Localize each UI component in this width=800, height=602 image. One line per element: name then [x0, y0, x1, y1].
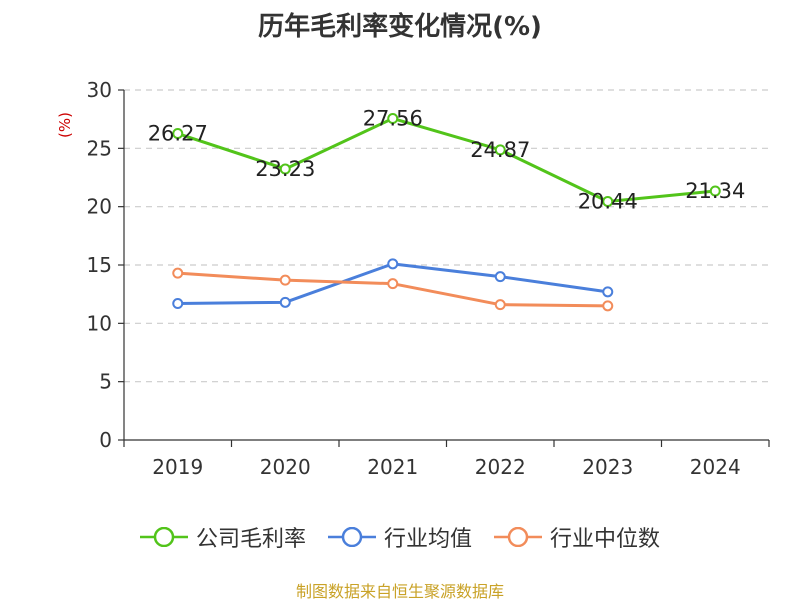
data-point-2-0: [172, 267, 184, 279]
data-point-2-2: [387, 278, 399, 290]
legend: 公司毛利率 行业均值 行业中位数: [0, 520, 800, 554]
x-tick-label-2022: 2022: [475, 455, 526, 479]
x-tick-label-2021: 2021: [367, 455, 418, 479]
line-chart: 0 5 10 15 20 25 30 2019 2020 2021 2022 2023 2024 (%)…: [56, 78, 770, 479]
data-point-0-0: [172, 128, 184, 140]
y-tick-label-15: 15: [87, 253, 112, 277]
series-2: [172, 267, 614, 312]
x-tick-label-2019: 2019: [152, 455, 203, 479]
data-point-1-0: [172, 298, 184, 309]
y-tick-label-20: 20: [87, 195, 112, 219]
y-axis-label: (%): [56, 112, 74, 138]
data-point-1-3: [494, 271, 506, 283]
legend-swatch-0: [139, 527, 188, 547]
data-point-1-1: [279, 296, 291, 308]
tick-labels: 0 5 10 15 20 25 30 2019 2020 2021 2022 2023 2024: [87, 78, 741, 479]
legend-item-1[interactable]: 行业均值: [327, 521, 472, 553]
series-line-2: [177, 271, 608, 308]
legend-swatch-1: [327, 527, 376, 547]
data-label-0-3: 24.87: [470, 138, 530, 162]
x-tick-label-2023: 2023: [582, 455, 633, 479]
x-tick-label-2024: 2024: [690, 455, 741, 479]
data-label-0-4: 20.44: [578, 190, 638, 214]
data-label-0-2: 27.56: [363, 106, 423, 130]
data-label-0-0: 26.27: [148, 122, 208, 146]
data-label-0-5: 21.34: [685, 179, 745, 203]
series-group: 26.27 23.23 27.56 24.87 20.44 21.34: [148, 106, 746, 312]
legend-label-2: 行业中位数: [550, 527, 661, 552]
data-point-2-1: [279, 274, 291, 286]
data-point-2-4: [602, 300, 614, 312]
legend-item-2[interactable]: 行业中位数: [494, 521, 660, 553]
gridlines: [124, 89, 769, 383]
data-point-0-5: [709, 185, 721, 197]
data-point-0-3: [494, 144, 506, 156]
legend-label-0: 公司毛利率: [195, 527, 306, 552]
legend-label-1: 行业均值: [383, 527, 472, 552]
series-1: [172, 258, 614, 309]
y-tick-label-0: 0: [99, 428, 112, 452]
axes: [118, 89, 770, 447]
data-label-0-1: 23.23: [255, 157, 315, 181]
data-point-0-2: [387, 112, 399, 124]
legend-swatch-2: [494, 527, 542, 547]
x-tick-label-2020: 2020: [260, 455, 311, 479]
y-tick-label-30: 30: [87, 78, 112, 102]
series-line-0: [177, 116, 716, 204]
y-tick-label-5: 5: [99, 370, 112, 394]
source-note: 制图数据来自恒生聚源数据库: [295, 582, 504, 601]
y-tick-label-25: 25: [87, 136, 112, 160]
y-tick-label-10: 10: [87, 311, 112, 335]
data-point-1-4: [602, 286, 614, 298]
series-0: 26.27 23.23 27.56 24.87 20.44 21.34: [148, 106, 746, 213]
data-point-0-1: [279, 163, 291, 175]
data-point-1-2: [387, 258, 399, 270]
data-point-0-4: [602, 196, 614, 208]
chart-title: 历年毛利率变化情况(%): [258, 12, 542, 42]
legend-item-0[interactable]: 公司毛利率: [139, 521, 306, 553]
data-point-2-3: [494, 299, 506, 311]
